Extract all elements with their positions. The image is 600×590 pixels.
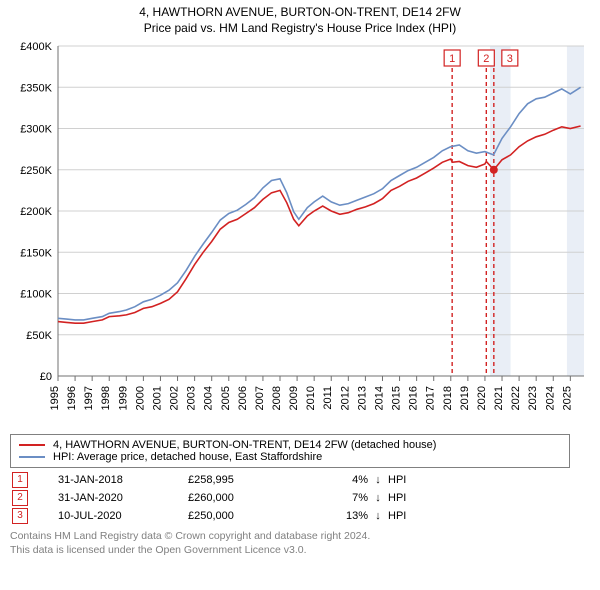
legend-text-1: HPI: Average price, detached house, East… — [53, 451, 322, 463]
svg-text:2017: 2017 — [425, 386, 437, 410]
marker-suffix: HPI — [388, 474, 418, 486]
marker-pct: 7% — [308, 492, 368, 504]
svg-text:2009: 2009 — [288, 386, 300, 410]
down-arrow-icon: ↓ — [368, 510, 388, 522]
chart-subtitle: Price paid vs. HM Land Registry's House … — [10, 20, 590, 36]
svg-text:2014: 2014 — [373, 386, 385, 410]
svg-text:2022: 2022 — [510, 386, 522, 410]
svg-text:2000: 2000 — [134, 386, 146, 410]
svg-text:1999: 1999 — [117, 386, 129, 410]
marker-number-box: 1 — [12, 472, 28, 488]
marker-date: 10-JUL-2020 — [58, 510, 188, 522]
svg-text:1997: 1997 — [83, 386, 95, 410]
down-arrow-icon: ↓ — [368, 474, 388, 486]
marker-row: 3 10-JUL-2020 £250,000 13% ↓ HPI — [10, 508, 590, 524]
svg-text:2019: 2019 — [459, 386, 471, 410]
attribution-line1: Contains HM Land Registry data © Crown c… — [10, 530, 590, 544]
svg-text:2025: 2025 — [561, 386, 573, 410]
svg-text:1998: 1998 — [100, 386, 112, 410]
svg-text:1: 1 — [449, 53, 455, 65]
chart-svg: £0 £50K £100K £150K £200K £250K £300K £350K £400… — [10, 40, 590, 430]
legend-row: HPI: Average price, detached house, East… — [19, 451, 561, 463]
marker-number-box: 3 — [12, 508, 28, 524]
svg-text:2015: 2015 — [391, 386, 403, 410]
marker-price: £258,995 — [188, 474, 308, 486]
marker-number-box: 2 — [12, 490, 28, 506]
marker-price: £260,000 — [188, 492, 308, 504]
svg-text:2002: 2002 — [169, 386, 181, 410]
marker-price: £250,000 — [188, 510, 308, 522]
svg-text:£250K: £250K — [20, 165, 52, 177]
markers-table: 1 31-JAN-2018 £258,995 4% ↓ HPI 2 31-JAN… — [10, 472, 590, 524]
svg-text:2003: 2003 — [186, 386, 198, 410]
marker-pct: 4% — [308, 474, 368, 486]
svg-text:£0: £0 — [40, 371, 52, 383]
svg-text:2010: 2010 — [305, 386, 317, 410]
svg-text:2: 2 — [483, 53, 489, 65]
svg-text:2012: 2012 — [339, 386, 351, 410]
chart-area: £0 £50K £100K £150K £200K £250K £300K £350K £400… — [10, 40, 590, 430]
attribution-line2: This data is licensed under the Open Gov… — [10, 544, 590, 558]
down-arrow-icon: ↓ — [368, 492, 388, 504]
svg-text:2008: 2008 — [271, 386, 283, 410]
attribution: Contains HM Land Registry data © Crown c… — [10, 530, 590, 557]
svg-text:2005: 2005 — [220, 386, 232, 410]
legend-row: 4, HAWTHORN AVENUE, BURTON-ON-TRENT, DE1… — [19, 439, 561, 451]
svg-text:2016: 2016 — [408, 386, 420, 410]
chart-title: 4, HAWTHORN AVENUE, BURTON-ON-TRENT, DE1… — [10, 4, 590, 20]
svg-text:2018: 2018 — [442, 386, 454, 410]
svg-text:3: 3 — [507, 53, 513, 65]
legend-text-0: 4, HAWTHORN AVENUE, BURTON-ON-TRENT, DE1… — [53, 439, 436, 451]
marker-pct: 13% — [308, 510, 368, 522]
marker-date: 31-JAN-2020 — [58, 492, 188, 504]
svg-text:2021: 2021 — [493, 386, 505, 410]
svg-text:2013: 2013 — [356, 386, 368, 410]
marker-date: 31-JAN-2018 — [58, 474, 188, 486]
legend-swatch-0 — [19, 444, 45, 446]
svg-text:2006: 2006 — [237, 386, 249, 410]
svg-text:2011: 2011 — [322, 386, 334, 410]
svg-text:£200K: £200K — [20, 206, 52, 218]
svg-text:£150K: £150K — [20, 248, 52, 260]
svg-text:2024: 2024 — [544, 386, 556, 410]
marker-row: 2 31-JAN-2020 £260,000 7% ↓ HPI — [10, 490, 590, 506]
marker-suffix: HPI — [388, 492, 418, 504]
svg-text:£50K: £50K — [26, 330, 52, 342]
chart-page: 4, HAWTHORN AVENUE, BURTON-ON-TRENT, DE1… — [0, 0, 600, 590]
svg-text:2020: 2020 — [476, 386, 488, 410]
svg-text:£300K: £300K — [20, 124, 52, 136]
svg-text:£350K: £350K — [20, 83, 52, 95]
svg-text:2007: 2007 — [254, 386, 266, 410]
legend-swatch-1 — [19, 456, 45, 458]
svg-text:2001: 2001 — [151, 386, 163, 410]
svg-text:£100K: £100K — [20, 289, 52, 301]
marker-suffix: HPI — [388, 510, 418, 522]
svg-text:1995: 1995 — [49, 386, 61, 410]
svg-text:2004: 2004 — [203, 386, 215, 410]
svg-text:£400K: £400K — [20, 41, 52, 53]
legend: 4, HAWTHORN AVENUE, BURTON-ON-TRENT, DE1… — [10, 434, 570, 468]
chart-titles: 4, HAWTHORN AVENUE, BURTON-ON-TRENT, DE1… — [10, 4, 590, 36]
svg-text:1996: 1996 — [66, 386, 78, 410]
svg-text:2023: 2023 — [527, 386, 539, 410]
marker-row: 1 31-JAN-2018 £258,995 4% ↓ HPI — [10, 472, 590, 488]
